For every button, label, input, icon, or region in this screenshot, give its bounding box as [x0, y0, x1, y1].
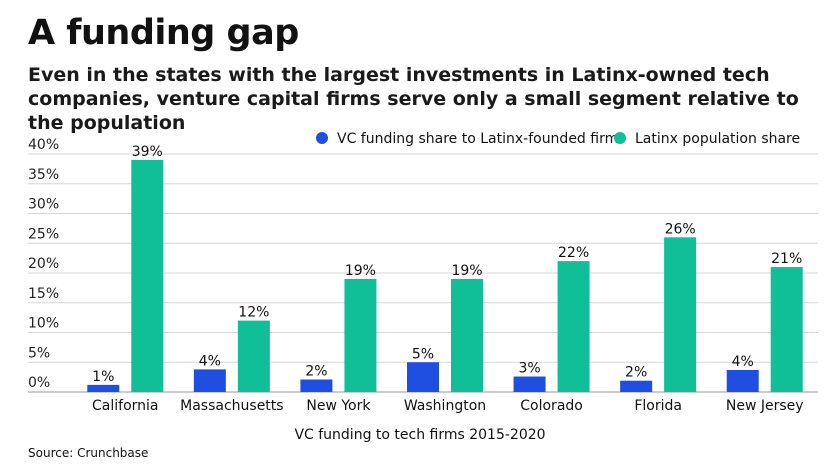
bar-vc-funding — [193, 369, 226, 392]
bar-population-share — [131, 159, 164, 392]
data-label: 1% — [92, 369, 114, 385]
y-tick-label: 20% — [28, 256, 59, 272]
data-label: 19% — [451, 263, 482, 279]
data-label: 39% — [132, 144, 163, 160]
data-label: 21% — [771, 251, 802, 267]
data-label: 4% — [732, 354, 754, 370]
bar-population-share — [451, 278, 483, 392]
y-tick-label: 5% — [28, 345, 50, 361]
y-axis-ticks: 0% 5% 10% 15% 20% 25% 30% 35% 40% — [28, 137, 59, 391]
x-tick-label: New Jersey — [726, 398, 804, 414]
chart-subtitle: Even in the states with the largest inve… — [28, 64, 799, 134]
data-label: 22% — [558, 245, 589, 261]
y-tick-label: 40% — [28, 137, 59, 153]
bar-vc-funding — [620, 380, 653, 392]
bar-vc-funding — [513, 376, 546, 392]
legend-marker-population — [614, 132, 626, 144]
x-tick-label: New York — [306, 398, 371, 414]
x-axis-label: VC funding to tech firms 2015-2020 — [294, 427, 545, 443]
bar-population-share — [237, 320, 270, 392]
x-tick-label: Colorado — [520, 398, 583, 414]
y-tick-label: 0% — [28, 375, 50, 391]
bar-vc-funding — [87, 384, 120, 392]
bar-vc-funding — [407, 362, 439, 392]
bar-vc-funding — [300, 379, 333, 392]
y-tick-label: 10% — [28, 316, 59, 332]
x-tick-label: California — [92, 398, 158, 414]
data-label: 3% — [518, 361, 540, 377]
legend-label-population: Latinx population share — [635, 131, 800, 147]
x-tick-label: Washington — [404, 398, 486, 414]
data-label: 26% — [665, 221, 696, 237]
y-tick-label: 30% — [28, 197, 59, 213]
bars — [87, 159, 803, 392]
legend: VC funding share to Latinx-founded firms… — [316, 131, 800, 147]
data-label: 2% — [305, 364, 327, 380]
data-label: 4% — [199, 353, 221, 369]
bar-vc-funding — [726, 369, 759, 392]
x-tick-label: Massachusetts — [180, 398, 283, 414]
data-label: 5% — [412, 346, 434, 362]
y-tick-label: 15% — [28, 286, 59, 302]
bar-population-share — [344, 278, 377, 392]
bar-population-share — [664, 237, 697, 392]
chart-title: A funding gap — [28, 13, 299, 53]
x-axis-categories: California Massachusetts New York Washingto… — [92, 398, 804, 414]
y-tick-label: 35% — [28, 167, 59, 183]
data-label: 19% — [345, 263, 376, 279]
data-label: 2% — [625, 365, 647, 381]
source-note: Source: Crunchbase — [28, 446, 149, 460]
legend-label-vc: VC funding share to Latinx-founded firms — [337, 131, 626, 147]
y-tick-label: 25% — [28, 226, 59, 242]
bar-population-share — [557, 261, 590, 392]
data-label: 12% — [238, 305, 269, 321]
bar-population-share — [770, 267, 803, 392]
legend-marker-vc — [316, 132, 328, 144]
x-tick-label: Florida — [634, 398, 682, 414]
value-labels: 1% 39% 4% 12% 2% 19% 5% 19% 3% 22% 2% 26% 4% 21% — [92, 144, 802, 385]
